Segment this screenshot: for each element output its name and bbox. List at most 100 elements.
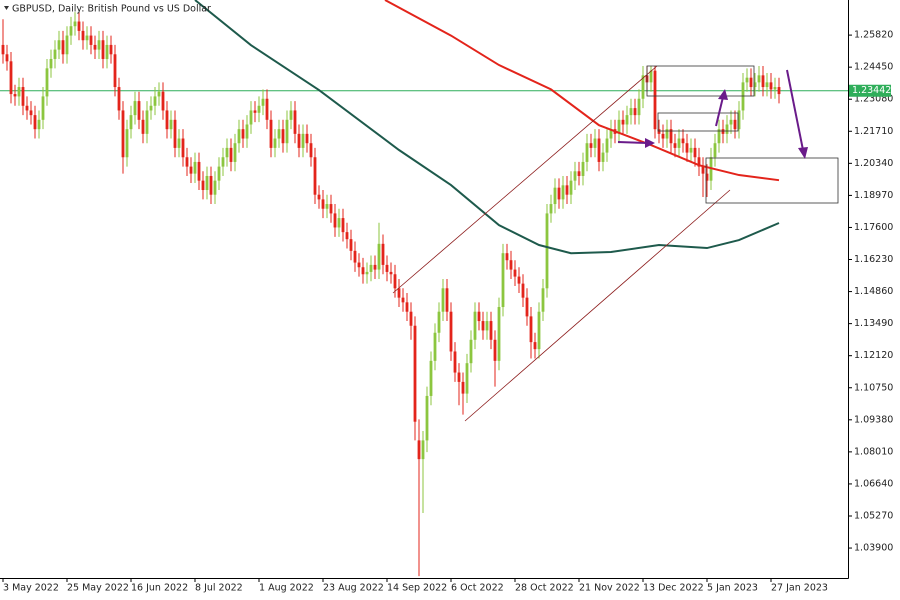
y-tick-label: 1.05270 bbox=[854, 510, 893, 521]
candle-body bbox=[125, 129, 129, 158]
candle-body bbox=[669, 129, 673, 144]
candle-body bbox=[393, 274, 397, 289]
candle-body bbox=[381, 243, 385, 265]
candle-body bbox=[693, 147, 697, 158]
candle-body bbox=[513, 269, 517, 277]
candle-body bbox=[213, 180, 217, 195]
candle-body bbox=[577, 171, 581, 176]
candle-body bbox=[369, 264, 373, 272]
candle-body bbox=[469, 339, 473, 364]
candle-body bbox=[65, 35, 69, 55]
candle-body bbox=[441, 288, 445, 312]
candle-body bbox=[489, 321, 493, 340]
candle-body bbox=[697, 157, 701, 167]
candle-body bbox=[685, 143, 689, 153]
candle-body bbox=[133, 101, 137, 116]
candle-body bbox=[361, 267, 365, 275]
candle-body bbox=[257, 105, 261, 113]
candle-body bbox=[165, 110, 169, 130]
candle-body bbox=[1, 44, 5, 55]
candle-body bbox=[745, 77, 749, 83]
x-tick-label: 23 Aug 2022 bbox=[323, 583, 384, 594]
candle-body bbox=[549, 204, 553, 214]
candle-body bbox=[377, 243, 381, 270]
candle-body bbox=[185, 157, 189, 167]
x-tick-label: 13 Dec 2022 bbox=[643, 583, 704, 594]
candle-body bbox=[301, 133, 305, 148]
candle-body bbox=[649, 70, 653, 83]
y-tick-label: 1.12120 bbox=[854, 350, 893, 361]
candle-body bbox=[73, 21, 77, 27]
candle-body bbox=[325, 204, 329, 209]
candle-body bbox=[61, 40, 65, 55]
candle-body bbox=[445, 288, 449, 312]
x-tick-label: 5 Jan 2023 bbox=[707, 583, 758, 594]
candle-body bbox=[309, 143, 313, 158]
candle-body bbox=[473, 311, 477, 340]
candle-body bbox=[349, 239, 353, 251]
candle-body bbox=[153, 96, 157, 106]
candle-body bbox=[717, 129, 721, 144]
candle-body bbox=[633, 108, 637, 116]
candle-body bbox=[465, 363, 469, 394]
title-icon bbox=[4, 6, 9, 10]
candle-body bbox=[157, 91, 161, 97]
candle-body bbox=[357, 262, 361, 268]
candle-body bbox=[137, 101, 141, 120]
candle-body bbox=[661, 133, 665, 139]
candle-body bbox=[401, 297, 405, 303]
y-tick-label: 1.25820 bbox=[854, 30, 893, 41]
candle-body bbox=[537, 311, 541, 350]
candle-body bbox=[93, 44, 97, 50]
candle-body bbox=[129, 115, 133, 130]
candle-body bbox=[589, 143, 593, 148]
candle-body bbox=[657, 129, 661, 134]
candle-body bbox=[573, 171, 577, 181]
candle-body bbox=[769, 82, 773, 90]
candle-body bbox=[49, 58, 53, 69]
candle-body bbox=[741, 82, 745, 111]
candle-body bbox=[413, 325, 417, 422]
candle-body bbox=[581, 161, 585, 176]
candle-body bbox=[637, 98, 641, 116]
candle-body bbox=[389, 271, 393, 275]
candle-body bbox=[557, 187, 561, 200]
candle-body bbox=[721, 129, 725, 134]
candle-body bbox=[97, 40, 101, 50]
candle-body bbox=[145, 110, 149, 134]
channel-line bbox=[392, 65, 658, 294]
candle-body bbox=[161, 91, 165, 111]
candle-body bbox=[605, 138, 609, 153]
x-tick-label: 16 Jun 2022 bbox=[131, 583, 188, 594]
candle-body bbox=[89, 35, 93, 45]
candle-body bbox=[477, 311, 481, 322]
y-tick-label: 1.17600 bbox=[854, 222, 893, 233]
candle-body bbox=[141, 119, 145, 134]
candle-body bbox=[561, 185, 565, 200]
zone-box bbox=[705, 157, 839, 204]
candle-body bbox=[689, 147, 693, 153]
x-tick-label: 1 Aug 2022 bbox=[259, 583, 314, 594]
candle-body bbox=[285, 119, 289, 144]
candle-body bbox=[437, 311, 441, 333]
candle-body bbox=[405, 302, 409, 312]
candle-body bbox=[225, 147, 229, 158]
x-tick-label: 27 Jan 2023 bbox=[771, 583, 828, 594]
candle-body bbox=[53, 49, 57, 59]
candle-body bbox=[433, 332, 437, 361]
candle-body bbox=[17, 87, 21, 97]
candle-body bbox=[617, 119, 621, 134]
candle-body bbox=[245, 124, 249, 139]
candle-body bbox=[593, 138, 597, 148]
candle-body bbox=[329, 204, 333, 214]
candle-body bbox=[493, 339, 497, 361]
candle-body bbox=[641, 75, 645, 99]
candle-body bbox=[625, 115, 629, 125]
candle-body bbox=[269, 119, 273, 148]
candle-body bbox=[565, 185, 569, 195]
candle-body bbox=[69, 26, 73, 36]
zone-box bbox=[657, 112, 739, 132]
candle-body bbox=[173, 119, 177, 148]
